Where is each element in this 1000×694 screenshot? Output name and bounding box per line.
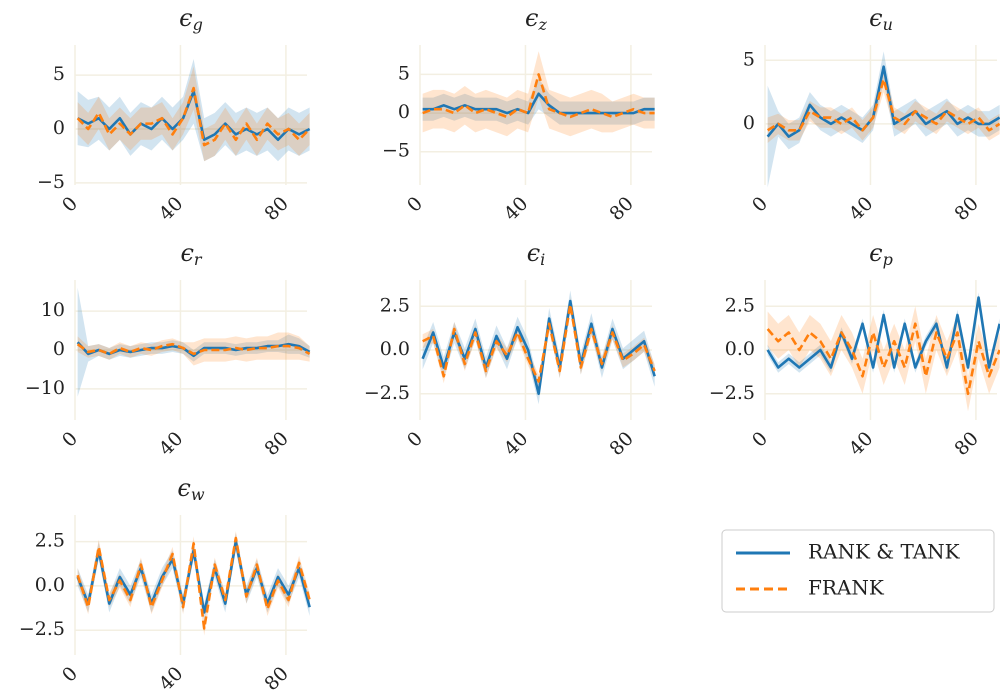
title-symbol: ϵ	[180, 239, 193, 267]
y-tick-label: 0.0	[35, 574, 65, 596]
x-tick-label: 40	[845, 193, 878, 226]
x-tick-label: 40	[500, 193, 533, 226]
x-tick-label: 0	[403, 428, 427, 452]
y-tick-label: −2.5	[19, 618, 65, 640]
x-tick-label: 0	[58, 193, 82, 217]
y-tick-label: 0	[53, 338, 65, 360]
y-tick-label: −5	[382, 140, 410, 162]
x-tick-label: 0	[748, 428, 772, 452]
legend-label: RANK & TANK	[808, 540, 961, 564]
y-tick-label: 2.5	[35, 530, 65, 552]
x-tick-label: 80	[260, 428, 293, 461]
x-tick-label: 40	[845, 428, 878, 461]
title-subscript: p	[883, 250, 893, 269]
y-tick-label: 2.5	[725, 294, 755, 316]
subplot-title: ϵu	[869, 4, 893, 34]
y-tick-label: −2.5	[709, 382, 755, 404]
series-line	[76, 86, 311, 147]
y-tick-label: 5	[743, 48, 755, 70]
series-line	[766, 296, 1000, 369]
x-tick-label: 0	[403, 193, 427, 217]
subplot: ϵz −5 0 5 0 40 80	[382, 4, 655, 226]
x-tick-label: 40	[155, 663, 188, 690]
subplot: ϵi −2.5 0.0 2.5 0 40 80	[364, 239, 656, 461]
legend-label: FRANK	[808, 576, 885, 600]
title-symbol: ϵ	[527, 239, 540, 267]
x-tick-label: 80	[260, 193, 293, 226]
title-subscript: u	[883, 15, 893, 34]
y-tick-label: 0	[743, 112, 755, 134]
series-line	[766, 322, 1000, 396]
series-line	[766, 78, 1000, 132]
error-band	[767, 306, 1000, 412]
y-tick-label: 5	[398, 62, 410, 84]
subplot-title: ϵp	[869, 239, 893, 269]
y-tick-label: 10	[41, 299, 65, 321]
series-line	[76, 342, 311, 356]
x-tick-label: 80	[260, 663, 293, 690]
subplot: ϵw −2.5 0.0 2.5 0 40 80	[19, 474, 311, 694]
error-band	[77, 332, 310, 366]
error-band	[77, 59, 310, 162]
x-tick-label: 40	[155, 428, 188, 461]
title-symbol: ϵ	[177, 474, 190, 502]
error-band	[77, 66, 310, 162]
x-tick-label: 0	[748, 193, 772, 217]
subplot-title: ϵz	[525, 4, 547, 34]
x-tick-label: 0	[58, 428, 82, 452]
title-subscript: g	[193, 15, 203, 34]
legend-box	[721, 529, 995, 613]
title-subscript: z	[538, 15, 548, 34]
x-tick-label: 80	[950, 193, 983, 226]
title-symbol: ϵ	[869, 239, 882, 267]
series-line	[766, 65, 1000, 138]
subplot-title: ϵr	[180, 239, 202, 269]
series-line	[76, 536, 311, 630]
title-symbol: ϵ	[525, 4, 538, 32]
y-tick-label: −2.5	[364, 382, 410, 404]
error-band	[767, 66, 1000, 143]
y-tick-label: 2.5	[380, 294, 410, 316]
title-subscript: w	[191, 485, 205, 504]
y-tick-label: 0	[398, 101, 410, 123]
x-tick-label: 40	[500, 428, 533, 461]
subplot: ϵu 0 5 0 40 80	[743, 4, 1000, 226]
x-tick-label: 40	[155, 193, 188, 226]
x-tick-label: 0	[58, 663, 82, 687]
title-symbol: ϵ	[179, 4, 192, 32]
title-symbol: ϵ	[869, 4, 882, 32]
series-line	[422, 73, 655, 119]
title-subscript: i	[540, 250, 545, 269]
subplot: ϵp −2.5 0.0 2.5 0 40 80	[709, 239, 1000, 461]
y-tick-label: 0.0	[380, 338, 410, 360]
subplot-title: ϵi	[527, 239, 546, 269]
y-tick-label: 5	[53, 63, 65, 85]
y-tick-label: 0	[53, 117, 65, 139]
x-tick-label: 80	[605, 193, 638, 226]
subplot-title: ϵw	[177, 474, 204, 504]
y-tick-label: −10	[25, 377, 65, 399]
y-tick-label: 0.0	[725, 338, 755, 360]
x-tick-label: 80	[605, 428, 638, 461]
subplot: ϵr −10 0 10 0 40 80	[25, 239, 311, 461]
error-band	[77, 287, 310, 397]
series-line	[422, 303, 656, 383]
title-subscript: r	[194, 250, 203, 269]
subplot-title: ϵg	[179, 4, 203, 34]
x-tick-label: 80	[950, 428, 983, 461]
y-tick-label: −5	[37, 171, 65, 193]
